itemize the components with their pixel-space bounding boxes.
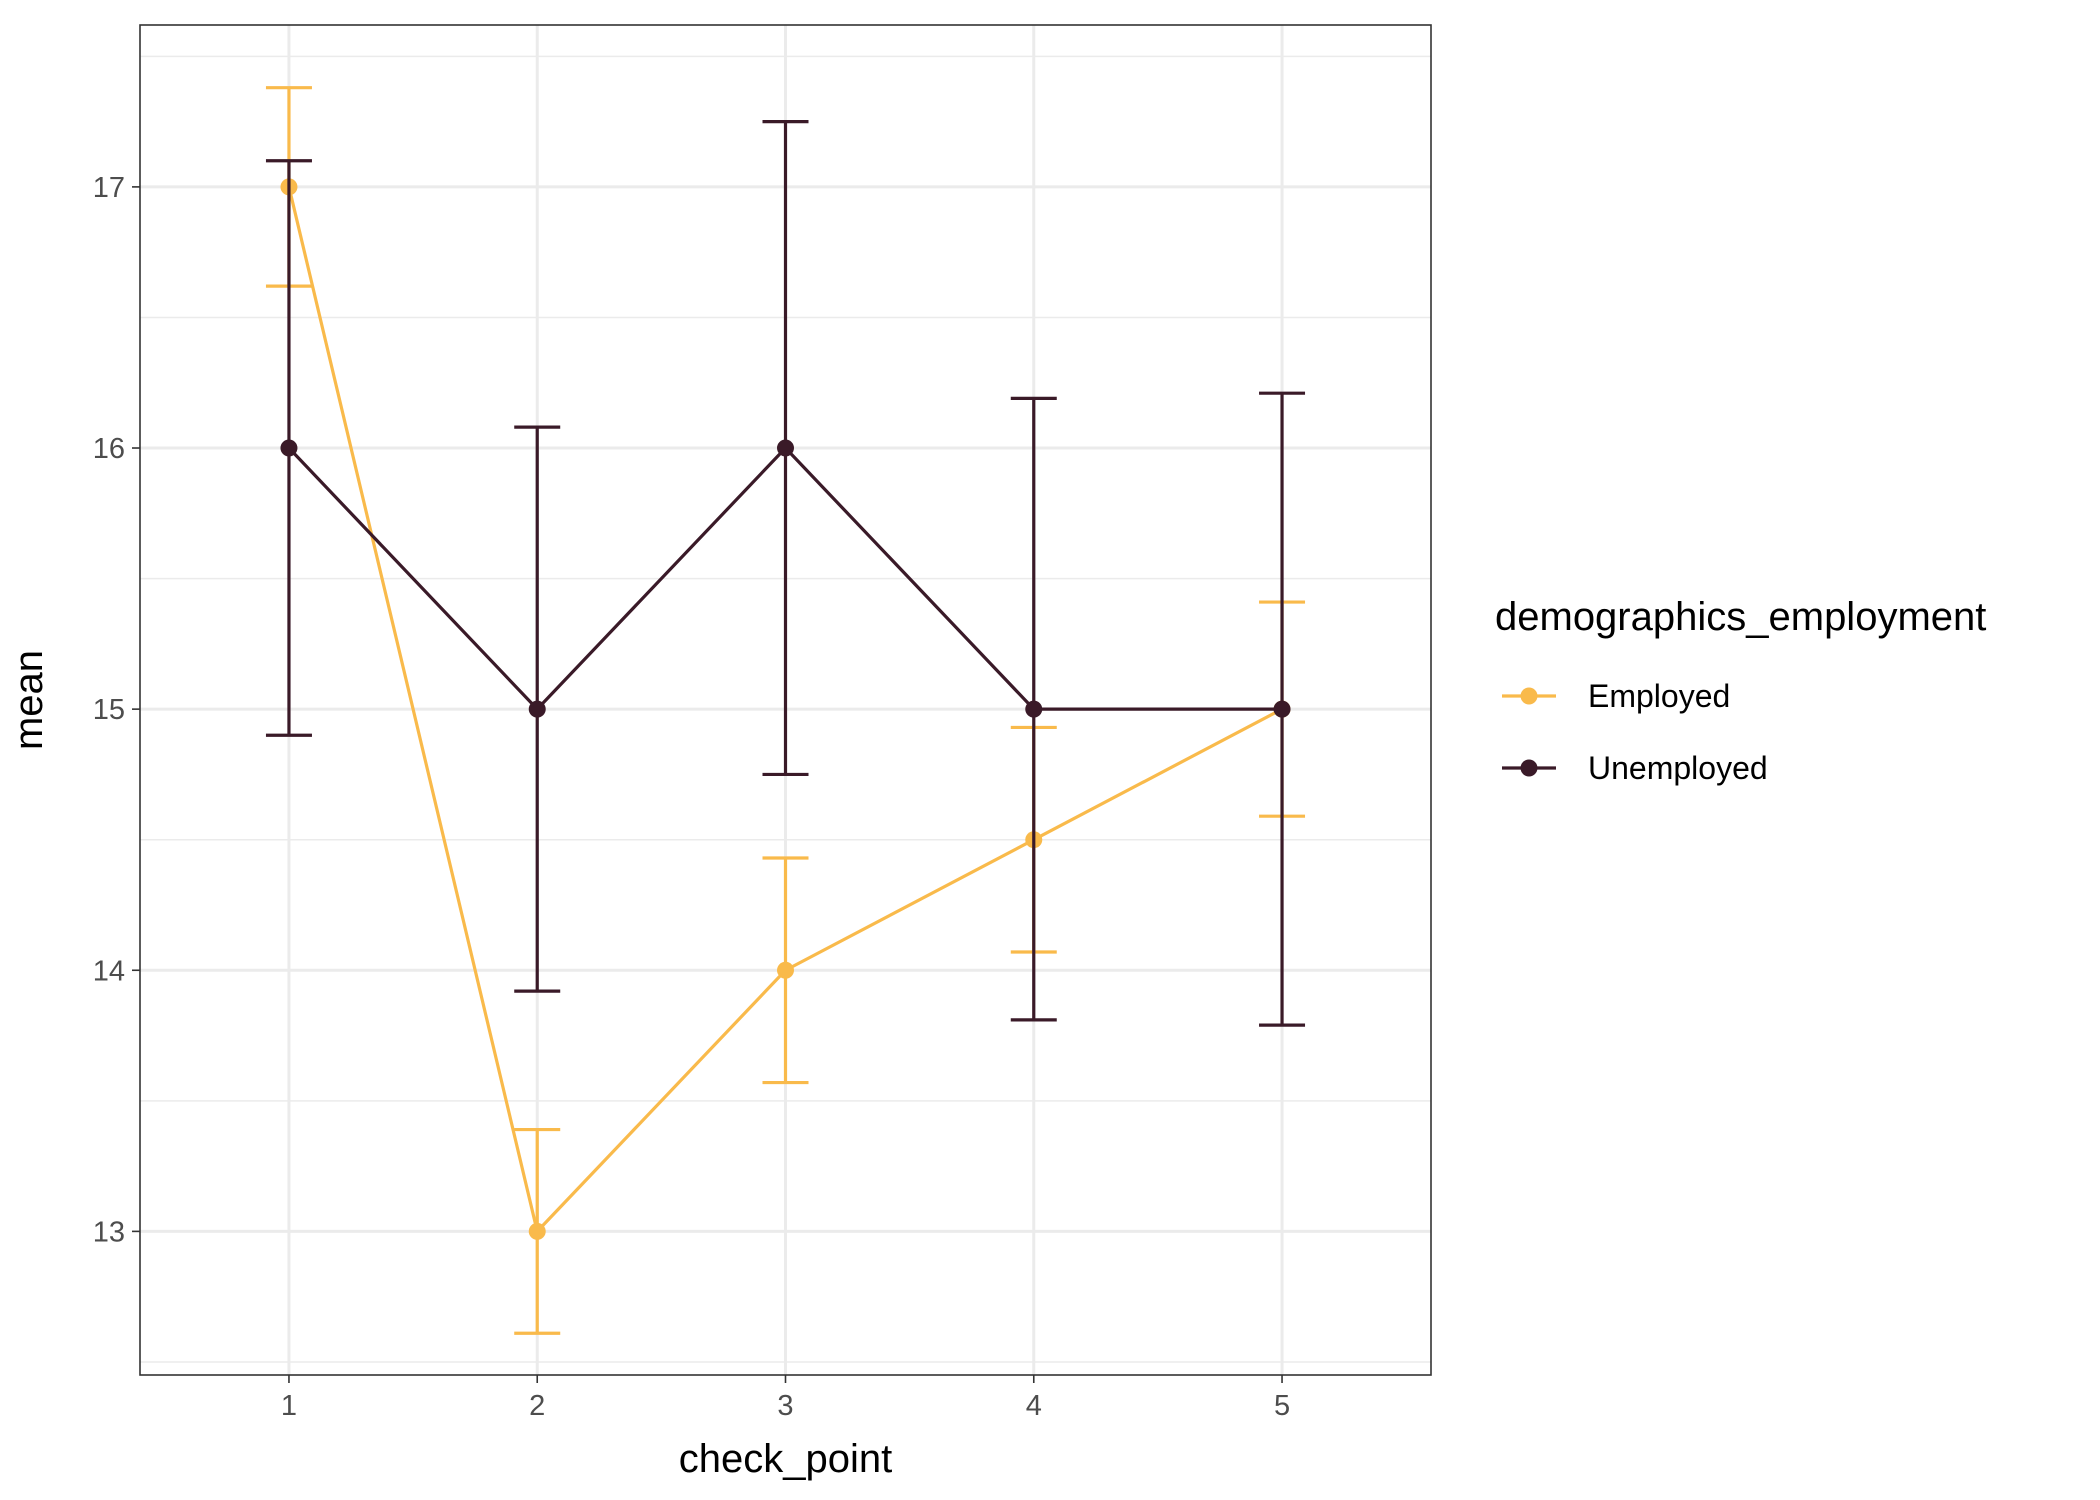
legend-item: Unemployed <box>1502 750 1768 786</box>
legend-key-point <box>1520 687 1538 705</box>
y-tick-label: 16 <box>93 433 125 465</box>
legend-title: demographics_employment <box>1495 595 1986 639</box>
legend: demographics_employment Employed Unemploy… <box>1495 595 1986 786</box>
series-unemployed <box>265 120 1306 1027</box>
data-point <box>528 1222 546 1240</box>
data-point <box>528 700 546 718</box>
legend-key-point <box>1520 759 1538 777</box>
y-tick-label: 17 <box>93 172 125 204</box>
x-tick-label: 4 <box>1026 1390 1042 1422</box>
axis-ticks <box>132 186 1283 1383</box>
legend-label: Employed <box>1588 678 1730 714</box>
legend-label: Unemployed <box>1588 750 1768 786</box>
x-tick-label: 3 <box>777 1390 793 1422</box>
x-tick-label: 2 <box>529 1390 545 1422</box>
data-point <box>1273 700 1291 718</box>
data-point <box>280 439 298 457</box>
legend-item: Employed <box>1502 678 1730 714</box>
y-tick-label: 14 <box>93 955 125 987</box>
series-layer <box>265 86 1306 1335</box>
axis-tick-labels: 13 14 15 16 17 1 2 3 4 5 <box>93 172 1290 1422</box>
data-point <box>777 439 794 457</box>
x-axis-title: check_point <box>679 1437 892 1481</box>
data-point <box>777 961 794 979</box>
y-tick-label: 15 <box>93 694 125 726</box>
data-point <box>1025 700 1043 718</box>
x-tick-label: 5 <box>1274 1390 1290 1422</box>
y-tick-label: 13 <box>93 1216 125 1248</box>
y-axis-title: mean <box>7 650 51 750</box>
legend-items: Employed Unemployed <box>1502 678 1768 786</box>
x-tick-label: 1 <box>281 1390 297 1422</box>
